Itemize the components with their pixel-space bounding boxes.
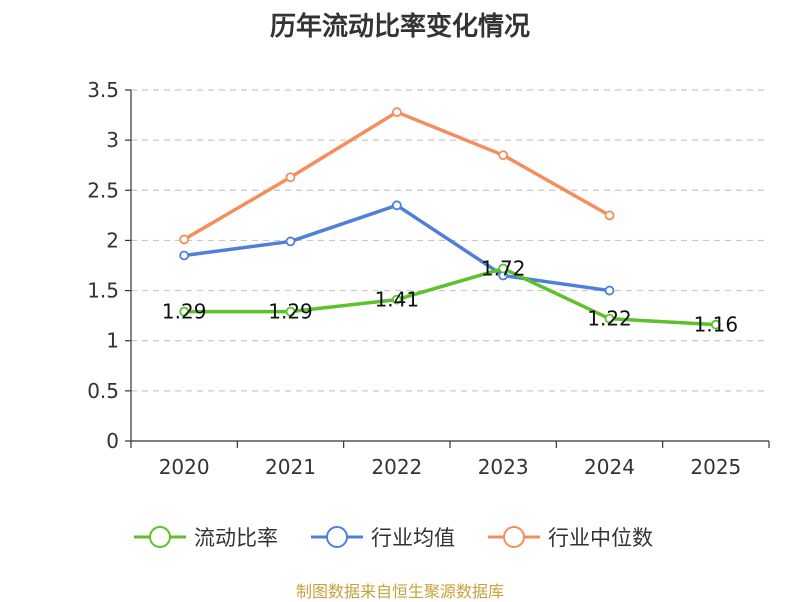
x-tick-label: 2023 <box>478 455 529 479</box>
y-tick-label: 3 <box>106 128 119 152</box>
y-tick-label: 3.5 <box>87 78 119 102</box>
data-point <box>604 313 615 324</box>
data-point <box>391 200 402 211</box>
x-tick-label: 2020 <box>159 455 210 479</box>
y-tick-label: 2.5 <box>87 178 119 202</box>
data-labels: 1.29 1.29 1.41 1.72 1.22 1.16 <box>162 257 738 337</box>
data-label: 1.72 <box>481 257 526 281</box>
chart-title: 历年流动比率变化情况 <box>269 12 530 42</box>
data-point <box>604 210 615 221</box>
x-tick-label: 2022 <box>371 455 422 479</box>
data-label: 1.41 <box>375 288 420 312</box>
legend-label: 行业中位数 <box>548 526 653 550</box>
y-tick-label: 0.5 <box>87 379 119 403</box>
series-line-1 <box>182 203 612 293</box>
data-point <box>710 319 721 330</box>
legend-item: 流动比率 <box>134 526 278 550</box>
y-tick-label: 1.5 <box>87 279 119 303</box>
legend-label: 流动比率 <box>194 526 278 550</box>
data-point <box>498 150 509 161</box>
data-point <box>391 294 402 305</box>
y-tick-label: 1 <box>106 329 119 353</box>
y-tick-label: 0 <box>106 429 119 453</box>
data-label: 1.29 <box>162 300 207 324</box>
y-tick-label: 2 <box>106 228 119 252</box>
legend-marker <box>149 526 171 548</box>
x-tick-label: 2025 <box>690 455 741 479</box>
legend-item: 行业均值 <box>311 526 455 550</box>
source-note: 制图数据来自恒生聚源数据库 <box>295 582 504 601</box>
data-point <box>604 285 615 296</box>
data-point <box>285 236 296 247</box>
legend-label: 行业均值 <box>371 526 455 550</box>
axes <box>130 90 769 442</box>
series-line-2 <box>182 110 612 242</box>
data-point <box>179 250 190 261</box>
data-label: 1.22 <box>587 307 632 331</box>
data-label: 1.16 <box>694 313 739 337</box>
legend: 流动比率 行业均值 行业中位数 <box>134 526 653 550</box>
series-layer <box>179 107 721 330</box>
data-point <box>285 306 296 317</box>
legend-marker <box>326 526 348 548</box>
x-axis-ticks: 2020 2021 2022 2023 2024 2025 <box>130 441 770 479</box>
y-axis-ticks: 0 0.5 1 1.5 2 2.5 3 3.5 <box>87 78 131 453</box>
legend-item: 行业中位数 <box>488 526 653 550</box>
data-label: 1.29 <box>268 300 313 324</box>
legend-marker <box>503 526 525 548</box>
data-point <box>179 306 190 317</box>
data-point <box>498 263 509 274</box>
data-point <box>391 107 402 117</box>
data-point <box>179 234 190 245</box>
x-tick-label: 2021 <box>265 455 316 479</box>
series-line-0 <box>182 266 718 327</box>
data-point <box>285 172 296 183</box>
x-tick-label: 2024 <box>584 455 635 479</box>
